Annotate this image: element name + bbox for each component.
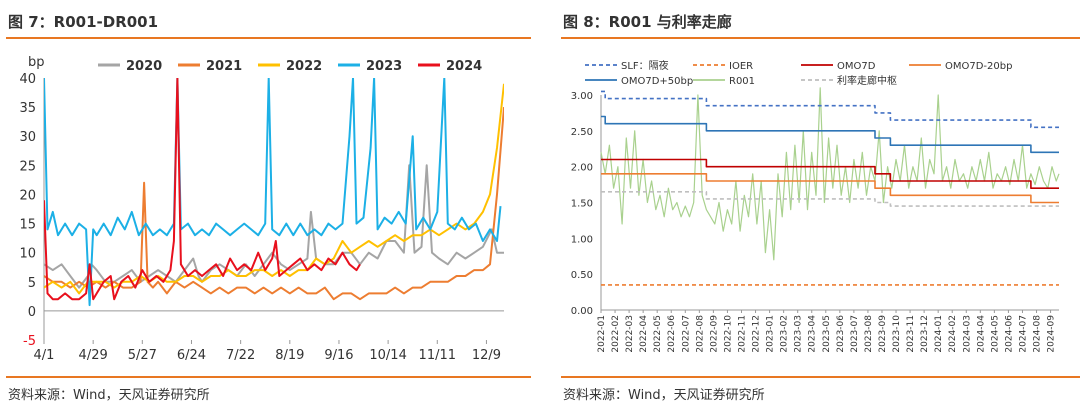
x-tick-label: 2023-02	[780, 315, 790, 353]
y-tick-label: 1.00	[571, 234, 593, 245]
y-tick-label: 40	[19, 72, 36, 87]
x-tick-label: 2023-06	[836, 315, 846, 353]
legend-label-2024: 2024	[446, 59, 482, 74]
x-tick-label: 2024-09	[1047, 315, 1057, 353]
y-tick-label: 15	[19, 218, 36, 233]
x-tick-label: 2023-10	[892, 315, 902, 353]
y-tick-label: 35	[19, 101, 36, 116]
chart-title: 图 8：R001 与利率走廊	[563, 13, 732, 31]
series-line-2021	[44, 107, 504, 301]
title-divider	[6, 37, 531, 39]
source-note: 资料来源：Wind，天风证券研究所	[8, 388, 210, 403]
series-line-利率走廊中枢	[601, 191, 1059, 207]
series-line-SLF：隔夜	[601, 90, 1059, 129]
x-tick-label: 2022-07	[681, 315, 691, 353]
x-tick-label: 2023-03	[794, 315, 804, 353]
chart-r001-rate-corridor: 0.00 0.50 1.00 1.50 2.00 2.50 3.00 2022-01 2022-…	[571, 59, 1060, 353]
y-tick-label: 1.50	[571, 199, 593, 210]
y-tick-label: 0	[28, 305, 36, 320]
x-tick-label: 2022-09	[709, 315, 719, 353]
y-tick-label: 20	[19, 188, 36, 203]
x-tick-label: 12/9	[472, 348, 501, 363]
left-chart-panel: 图 7：R001-DR001 bp -5 0 5 10 15 20 25 30 35 40 4/1 4/…	[6, 0, 531, 417]
legend-label-利率走廊中枢: 利率走廊中枢	[837, 74, 897, 87]
right-chart-panel: 图 8：R001 与利率走廊 0.00 0.50 1.00 1.50 2.00 2.50 3…	[561, 0, 1080, 417]
legend-label-IOER: IOER	[729, 61, 753, 72]
x-tick-label: 2022-12	[752, 315, 762, 353]
y-tick-label: 30	[19, 130, 36, 145]
y-tick-label: 0.00	[571, 306, 593, 317]
x-tick-label: 2022-02	[611, 315, 621, 353]
x-tick-label: 4/29	[79, 348, 108, 363]
y-tick-label: 0.50	[571, 270, 593, 281]
x-tick-label: 10/14	[369, 348, 406, 363]
x-tick-label: 2024-03	[962, 315, 972, 353]
x-tick-label: 5/27	[128, 348, 157, 363]
series-line-OMO7D	[601, 158, 1059, 189]
legend-label-2023: 2023	[366, 59, 402, 74]
x-tick-label: 11/11	[419, 348, 456, 363]
x-tick-label: 4/1	[34, 348, 55, 363]
x-tick-label: 2022-03	[625, 315, 635, 353]
series-line-2022	[44, 83, 504, 295]
x-tick-label: 2024-08	[1033, 315, 1043, 353]
legend-label-OMO7D-20bp: OMO7D-20bp	[945, 61, 1012, 72]
legend-label-SLF：隔夜: SLF：隔夜	[621, 59, 669, 72]
x-tick-label: 2023-11	[906, 315, 916, 353]
series-line-2020	[44, 164, 504, 289]
x-tick-label: 2024-01	[934, 315, 944, 353]
y-tick-label: 10	[19, 247, 36, 262]
x-tick-label: 2023-12	[920, 315, 930, 353]
legend-label-2020: 2020	[126, 59, 162, 74]
y-tick-label: 2.00	[571, 163, 593, 174]
x-tick-label: 6/24	[177, 348, 206, 363]
x-tick-label: 2024-04	[976, 315, 986, 353]
x-tick-label: 2024-02	[948, 315, 958, 353]
x-tick-label: 2022-11	[737, 315, 747, 353]
x-tick-label: 2023-08	[864, 315, 874, 353]
x-tick-label: 2022-04	[639, 315, 649, 353]
source-divider	[561, 376, 1080, 378]
x-tick-label: 2023-01	[766, 315, 776, 353]
series-line-2024	[44, 78, 361, 301]
x-tick-label: 8/19	[275, 348, 304, 363]
y-tick-label: -5	[23, 334, 36, 349]
source-divider	[6, 376, 531, 378]
x-tick-label: 2023-07	[850, 315, 860, 353]
y-tick-label: 5	[28, 276, 36, 291]
source-note: 资料来源：Wind，天风证券研究所	[563, 388, 765, 403]
x-tick-label: 2023-09	[878, 315, 888, 353]
y-axis-unit: bp	[28, 55, 45, 70]
series-line-R001	[600, 87, 1060, 261]
legend-label-OMO7D+50bp: OMO7D+50bp	[621, 76, 693, 87]
title-divider	[561, 37, 1080, 39]
y-tick-label: 25	[19, 159, 36, 174]
x-tick-label: 9/16	[324, 348, 353, 363]
x-tick-label: 2023-04	[808, 315, 818, 353]
x-tick-label: 2022-10	[723, 315, 733, 353]
legend-label-R001: R001	[729, 76, 755, 87]
x-tick-label: 2022-05	[653, 315, 663, 353]
series-line-OMO7D+50bp	[601, 115, 1059, 154]
x-tick-label: 2024-05	[990, 315, 1000, 353]
x-tick-label: 2022-01	[597, 315, 607, 353]
x-tick-label: 7/22	[226, 348, 255, 363]
legend-label-OMO7D: OMO7D	[837, 61, 876, 72]
x-tick-label: 2022-06	[667, 315, 677, 353]
chart-r001-dr001: bp -5 0 5 10 15 20 25 30 35 40 4/1 4/29 5/27 6/24 7/22 8…	[19, 55, 504, 363]
chart-title: 图 7：R001-DR001	[8, 13, 159, 31]
series-line-2023	[44, 78, 502, 307]
legend-label-2022: 2022	[286, 59, 322, 74]
x-tick-label: 2023-05	[822, 315, 832, 353]
x-tick-label: 2024-07	[1018, 315, 1028, 353]
legend-label-2021: 2021	[206, 59, 242, 74]
y-tick-label: 2.50	[571, 127, 593, 138]
x-tick-label: 2024-06	[1004, 315, 1014, 353]
series-line-OMO7D-20bp	[601, 173, 1059, 204]
y-tick-label: 3.00	[571, 91, 593, 102]
x-tick-label: 2022-08	[695, 315, 705, 353]
